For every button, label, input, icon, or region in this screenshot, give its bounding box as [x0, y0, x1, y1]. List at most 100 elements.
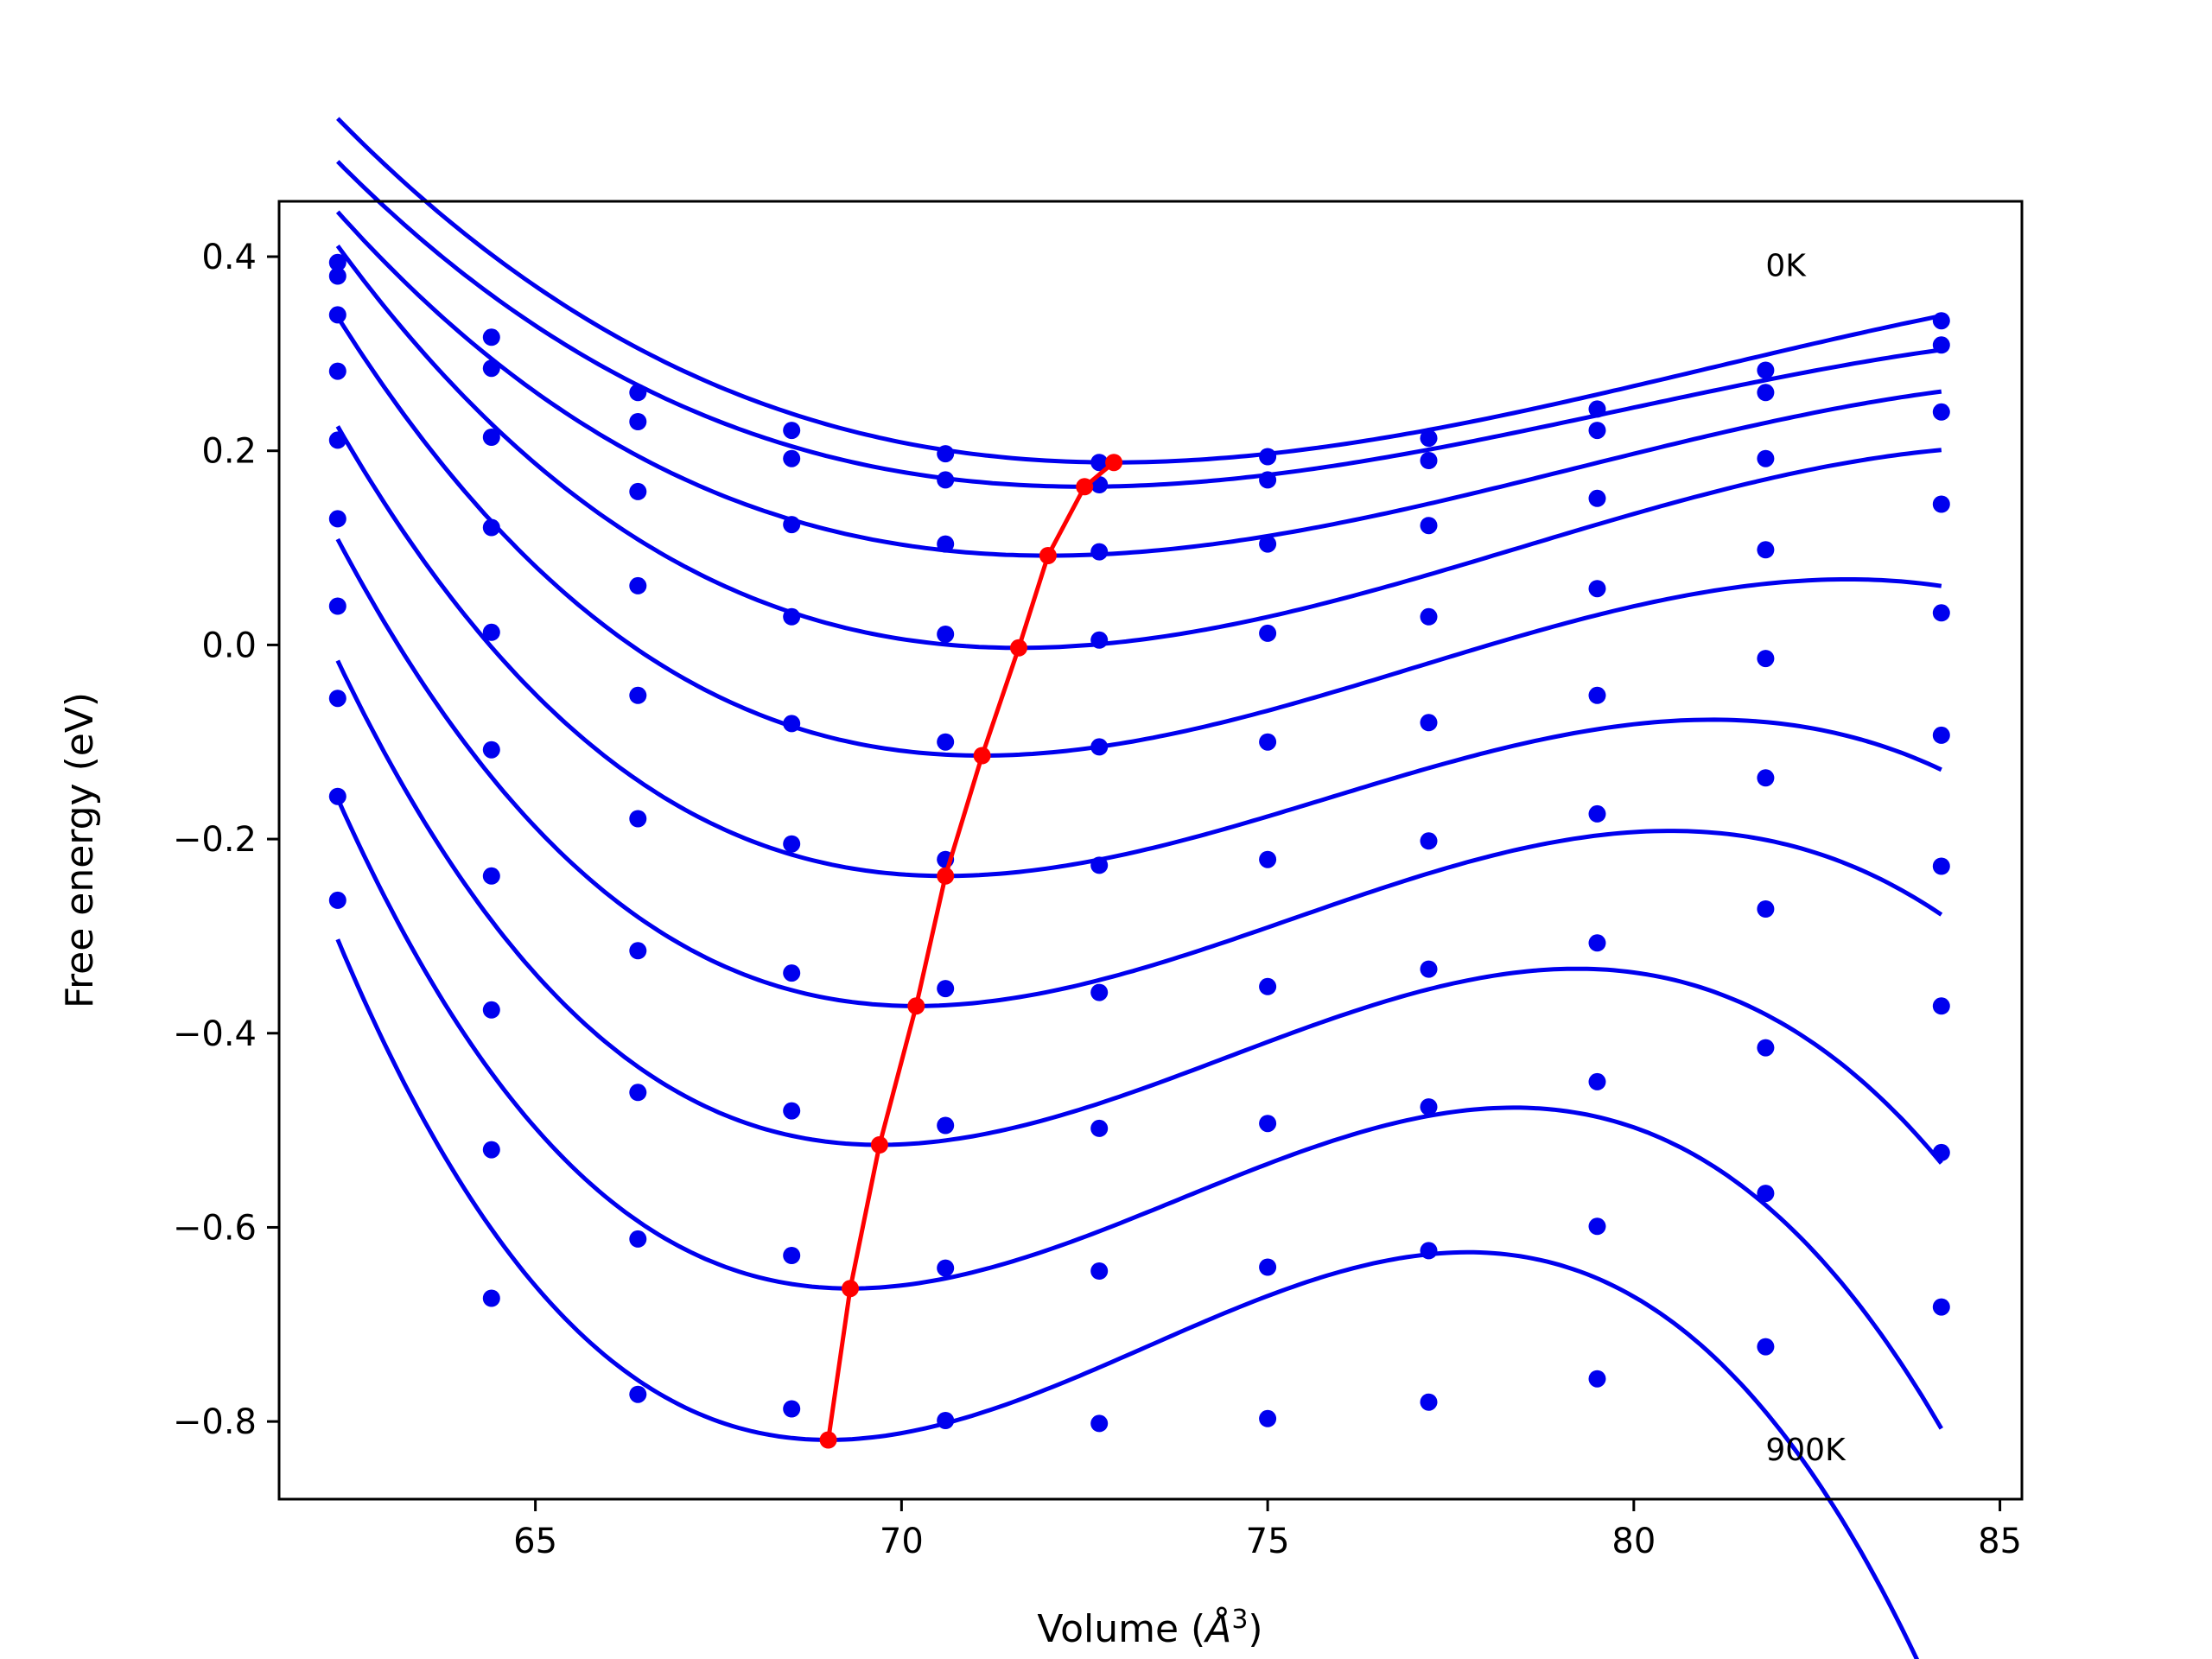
data-point-800K-4: [937, 1259, 955, 1277]
data-point-900K-3: [783, 1400, 801, 1418]
data-point-600K-3: [783, 964, 801, 982]
data-point-100K-2: [629, 413, 647, 430]
data-point-400K-4: [937, 733, 955, 751]
data-point-800K-2: [629, 1230, 647, 1248]
data-point-800K-3: [783, 1247, 801, 1264]
data-point-600K-0: [328, 597, 346, 615]
data-point-100K-1: [482, 359, 500, 378]
minimum-point-6: [907, 997, 925, 1015]
data-point-300K-3: [783, 607, 801, 626]
data-point-300K-4: [937, 626, 955, 643]
data-point-200K-3: [783, 516, 801, 534]
annotation-1: 900K: [1765, 1433, 1847, 1468]
data-point-300K-8: [1588, 580, 1606, 598]
data-point-800K-6: [1259, 1258, 1277, 1276]
data-point-100K-6: [1259, 471, 1277, 489]
data-point-200K-5: [1090, 543, 1109, 561]
data-point-400K-5: [1090, 738, 1109, 756]
data-point-200K-1: [482, 429, 500, 446]
fit-curve-400K: [335, 315, 1942, 758]
y-tick-label-1: 0.2: [201, 432, 257, 472]
data-point-300K-2: [629, 576, 647, 594]
minimum-point-5: [937, 867, 955, 885]
data-point-100K-0: [328, 267, 346, 285]
data-point-200K-9: [1757, 449, 1775, 467]
data-points: [328, 253, 1950, 1433]
data-point-900K-0: [328, 891, 346, 909]
data-point-700K-9: [1757, 1039, 1775, 1057]
data-point-0K-8: [1588, 400, 1606, 418]
minimum-path-line: [826, 461, 1116, 1440]
data-point-700K-10: [1932, 997, 1950, 1015]
data-point-700K-6: [1259, 1115, 1277, 1133]
fit-curve-0K: [336, 117, 1942, 465]
data-point-200K-7: [1420, 517, 1438, 535]
data-point-700K-1: [482, 1001, 500, 1019]
data-point-400K-3: [783, 715, 801, 733]
data-point-600K-6: [1259, 977, 1277, 995]
data-point-200K-4: [937, 535, 955, 553]
y-tick-label-2: 0.0: [201, 626, 257, 665]
x-tick-label-3: 80: [1611, 1522, 1656, 1561]
x-tick-label-2: 75: [1246, 1522, 1290, 1561]
data-point-900K-4: [937, 1412, 955, 1429]
data-point-500K-9: [1757, 769, 1775, 787]
data-point-0K-2: [629, 384, 647, 402]
data-point-900K-2: [629, 1385, 647, 1403]
data-point-100K-8: [1588, 422, 1606, 440]
data-point-900K-10: [1932, 1298, 1950, 1316]
data-point-300K-7: [1420, 607, 1438, 626]
data-point-500K-2: [629, 810, 647, 828]
data-point-800K-9: [1757, 1185, 1775, 1203]
data-point-0K-3: [783, 422, 801, 440]
fit-curve-300K: [335, 245, 1942, 651]
data-point-500K-0: [328, 510, 346, 528]
data-point-300K-0: [328, 362, 346, 380]
data-point-500K-6: [1259, 850, 1277, 868]
minimum-point-9: [819, 1431, 837, 1449]
data-point-400K-9: [1757, 650, 1775, 668]
y-axis-ticks: 0.4 0.2 0.0 −0.2 −0.4 −0.6 −0.8: [173, 238, 279, 1442]
y-tick-label-3: −0.2: [173, 820, 257, 860]
data-point-400K-8: [1588, 686, 1606, 704]
data-point-600K-7: [1420, 960, 1438, 978]
axes-frame: [277, 200, 2024, 1501]
data-point-0K-0: [328, 253, 346, 271]
data-point-600K-9: [1757, 900, 1775, 918]
minimum-point-0: [1105, 454, 1123, 472]
y-axis-label: Free energy (eV): [58, 692, 102, 1008]
fit-curve-500K: [335, 425, 1942, 879]
y-tick-label-6: −0.8: [173, 1402, 257, 1442]
data-point-600K-8: [1588, 934, 1606, 952]
data-point-0K-1: [482, 328, 500, 346]
minimum-point-3: [1010, 639, 1027, 657]
minimum-point-4: [973, 747, 991, 765]
fit-curve-700K: [335, 659, 1943, 1165]
minimum-point-7: [870, 1136, 888, 1154]
data-point-700K-3: [783, 1102, 801, 1120]
data-point-600K-10: [1932, 857, 1950, 875]
data-point-600K-4: [937, 980, 955, 998]
data-point-300K-5: [1090, 631, 1109, 649]
fit-curve-900K: [335, 938, 1920, 1659]
data-point-700K-8: [1588, 1072, 1606, 1090]
data-point-400K-6: [1259, 733, 1277, 751]
data-point-100K-10: [1932, 336, 1950, 354]
fit-curve-100K: [336, 160, 1942, 489]
data-point-200K-8: [1588, 489, 1606, 507]
data-point-300K-10: [1932, 495, 1950, 513]
minimum-point-8: [842, 1280, 859, 1298]
data-point-900K-6: [1259, 1409, 1277, 1427]
x-axis-label: Volume (Å3): [1037, 1605, 1262, 1651]
fit-curve-800K: [335, 798, 1943, 1430]
data-point-500K-1: [482, 741, 500, 759]
x-axis-ticks: 65 70 75 80 85: [513, 1499, 2022, 1561]
data-point-900K-7: [1420, 1393, 1438, 1411]
fit-curves: [335, 117, 1943, 1659]
data-point-0K-4: [937, 445, 955, 463]
data-point-300K-6: [1259, 624, 1277, 642]
data-point-800K-10: [1932, 1143, 1950, 1161]
data-point-400K-0: [328, 431, 346, 449]
data-point-500K-5: [1090, 856, 1109, 874]
data-point-600K-1: [482, 867, 500, 885]
